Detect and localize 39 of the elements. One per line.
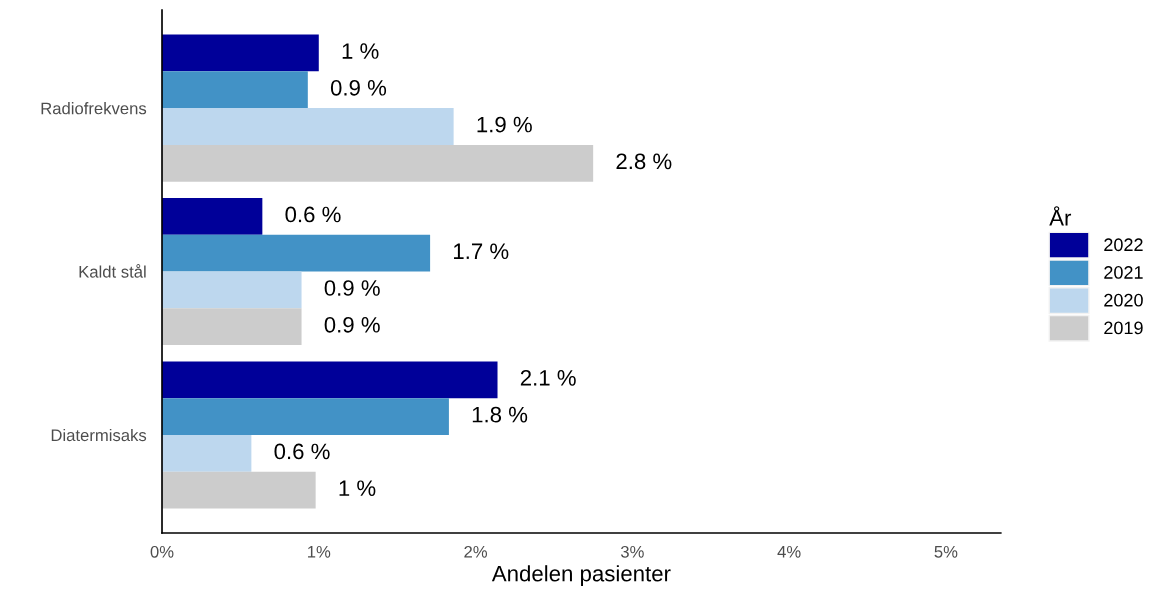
x-tick-label: 0%: [150, 545, 174, 558]
x-tick-label: 5%: [934, 545, 958, 558]
y-tick-label: Diatermisaks: [51, 428, 147, 442]
data-label: 0.9 %: [324, 280, 380, 296]
bar: [162, 234, 431, 272]
bar: [162, 361, 498, 399]
data-label: 1 %: [339, 480, 376, 496]
data-label: 2.1 %: [520, 370, 576, 386]
bar: [162, 308, 302, 346]
x-tick-label: 2%: [464, 545, 488, 558]
data-label: 0.9 %: [324, 316, 380, 333]
data-label: 1.7 %: [454, 243, 509, 260]
data-label: 0.6 %: [285, 206, 341, 223]
bar: [162, 434, 252, 472]
legend-title: År: [1049, 206, 1072, 226]
x-tick-label: 3%: [620, 545, 644, 558]
legend-label: 2020: [1104, 293, 1143, 307]
bar: [162, 71, 308, 109]
bar: [162, 144, 594, 182]
legend-label: 2021: [1104, 266, 1143, 279]
data-label: 1.9 %: [477, 116, 532, 133]
x-tick-label: 1%: [308, 545, 331, 558]
data-label: 0.9 %: [330, 79, 387, 96]
x-tick-label: 4%: [777, 545, 801, 558]
data-label: 2.8 %: [616, 153, 672, 170]
y-tick-label: Radiofrekvens: [41, 102, 147, 115]
data-label: 1 %: [342, 43, 379, 59]
bar: [162, 34, 319, 72]
bar: [162, 398, 449, 435]
bar: [162, 271, 302, 309]
data-label: 0.6 %: [274, 443, 330, 460]
x-axis-title: Andelen pasienter: [491, 565, 671, 586]
legend-label: 2022: [1104, 238, 1143, 252]
legend-label: 2019: [1104, 321, 1143, 335]
bar: [162, 471, 316, 509]
data-label: 1.8 %: [472, 406, 528, 423]
bar: [162, 108, 454, 145]
y-tick-label: Kaldt stål: [79, 264, 146, 278]
bar: [162, 197, 263, 235]
